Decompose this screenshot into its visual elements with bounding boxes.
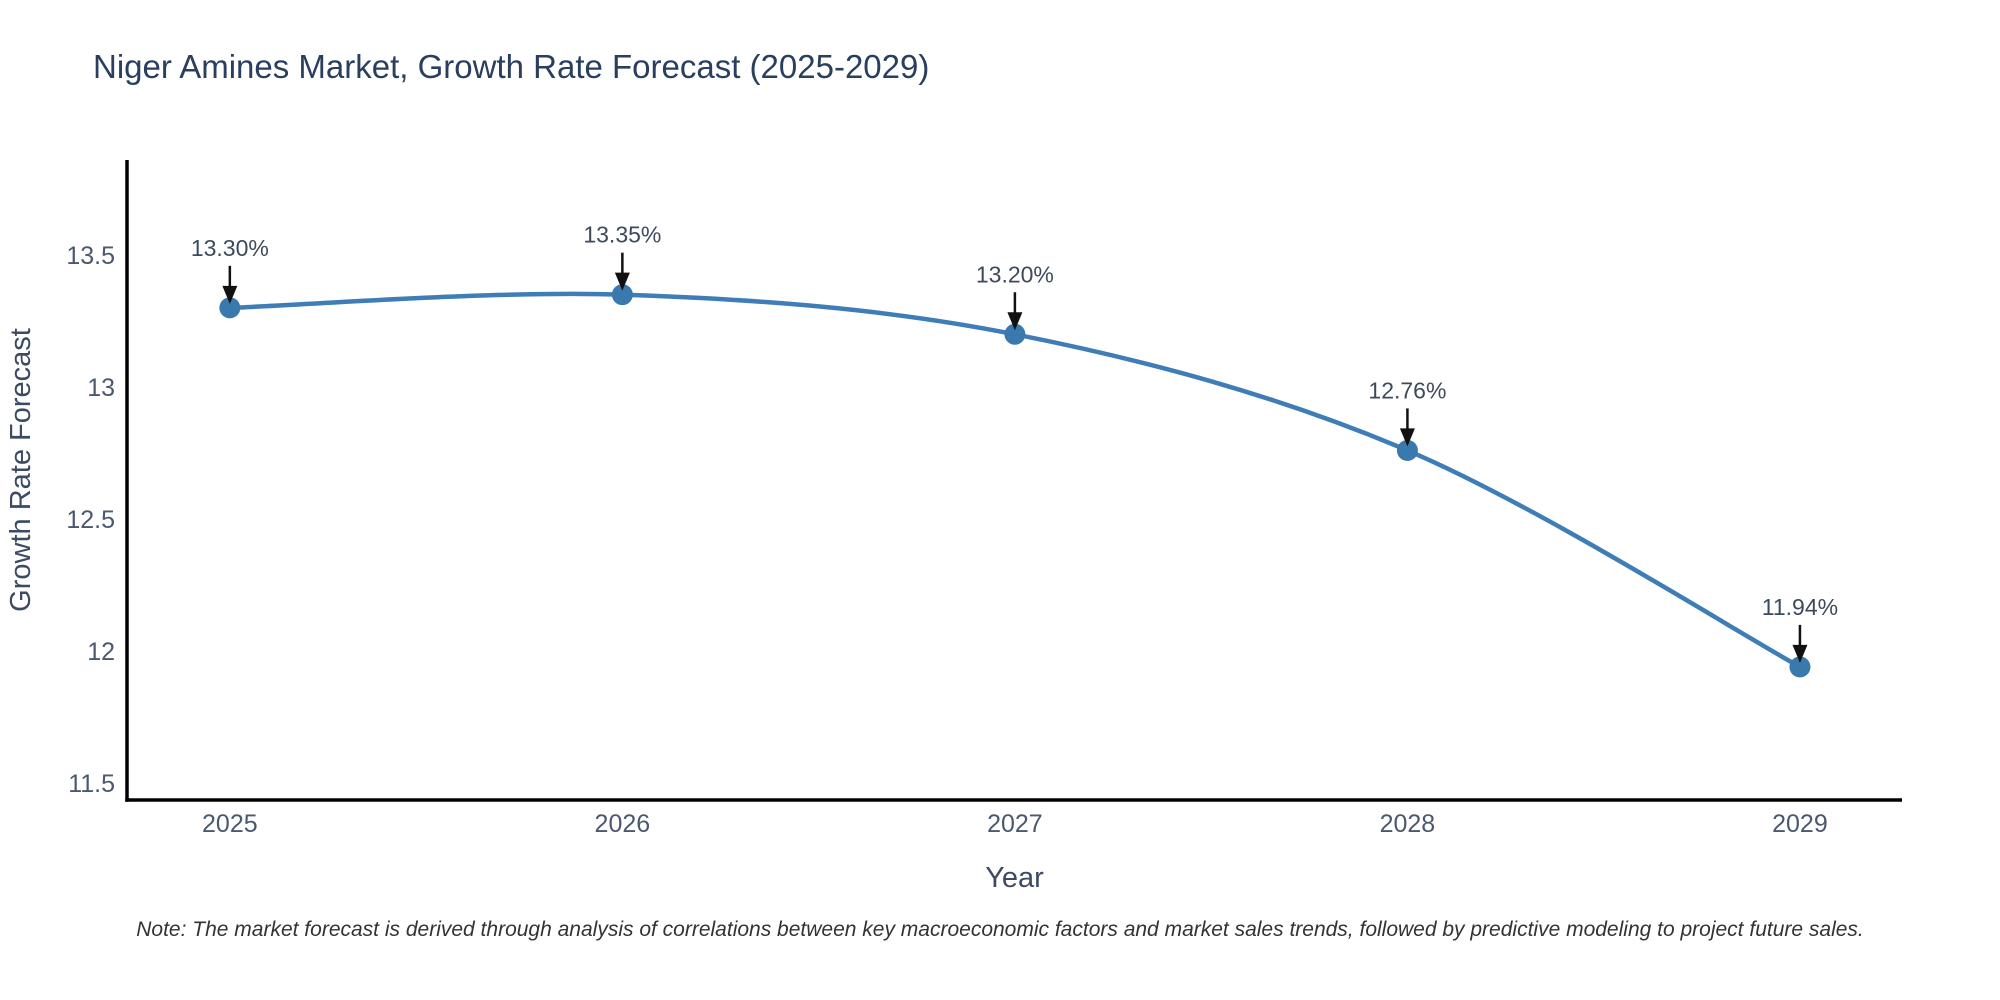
annotation-arrowhead <box>1792 644 1808 663</box>
data-point-annotation: 13.35% <box>583 222 661 248</box>
data-point-annotation: 13.30% <box>191 235 269 261</box>
x-tick-label: 2029 <box>1772 810 1828 838</box>
data-point-annotation: 13.20% <box>976 261 1054 287</box>
annotation-arrowhead <box>1399 428 1415 447</box>
x-tick-label: 2026 <box>595 810 651 838</box>
y-tick-label: 13 <box>87 374 115 402</box>
data-point-marker <box>1396 439 1418 461</box>
annotation-arrowhead <box>222 285 238 304</box>
y-tick-label: 12.5 <box>66 506 115 534</box>
data-point-annotation: 11.94% <box>1762 594 1838 620</box>
data-point-marker <box>611 284 633 306</box>
y-tick-label: 13.5 <box>66 242 115 270</box>
data-point-marker <box>1789 656 1811 678</box>
annotation-arrowhead <box>1007 312 1023 331</box>
y-tick-label: 12 <box>87 638 115 666</box>
x-axis-title: Year <box>985 862 1044 894</box>
data-point-annotation: 12.76% <box>1368 377 1446 403</box>
x-tick-label: 2025 <box>202 810 258 838</box>
data-point-marker <box>1004 323 1026 345</box>
growth-rate-line-series <box>227 291 1803 670</box>
y-tick-label: 11.5 <box>68 770 115 798</box>
x-tick-label: 2027 <box>987 810 1043 838</box>
x-tick-label: 2028 <box>1380 810 1436 838</box>
data-point-marker <box>219 297 241 319</box>
annotation-arrowhead <box>614 272 630 291</box>
y-axis-title: Growth Rate Forecast <box>5 328 37 612</box>
chart-footnote: Note: The market forecast is derived thr… <box>136 918 1864 941</box>
chart-title: Niger Amines Market, Growth Rate Forecas… <box>93 48 930 85</box>
